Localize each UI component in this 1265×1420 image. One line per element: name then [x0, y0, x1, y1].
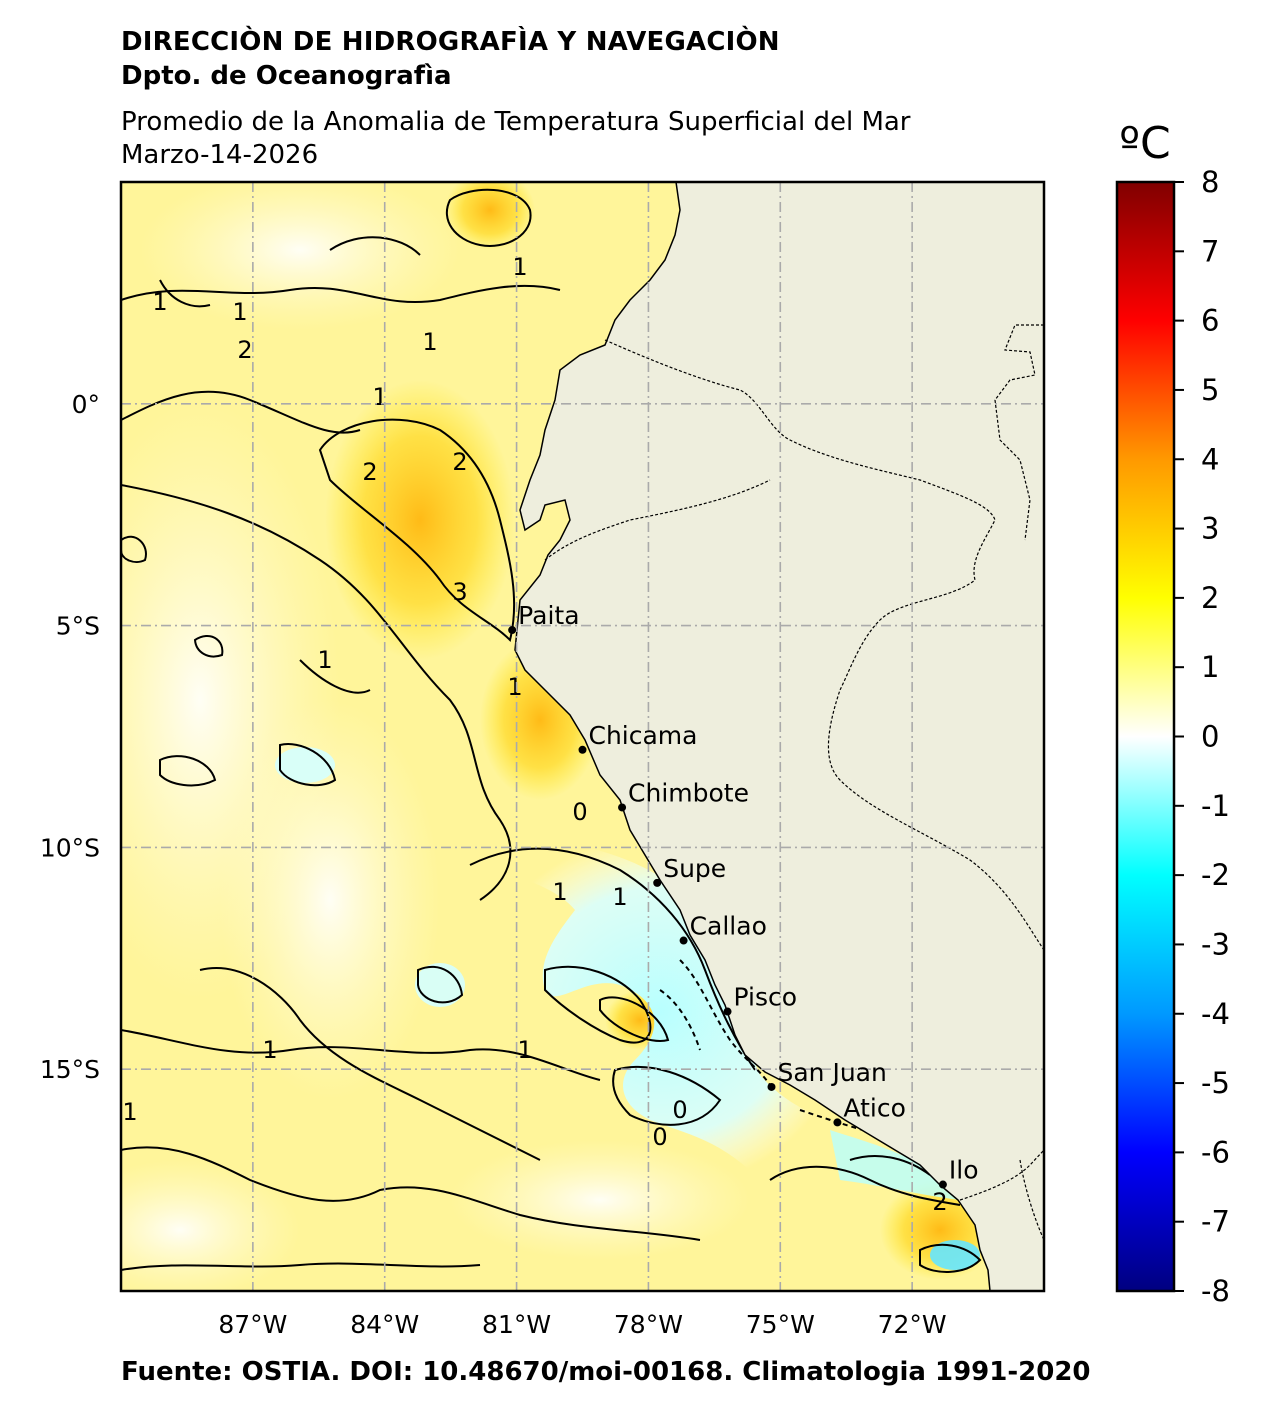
- colorbar-tick-label: -2: [1201, 858, 1230, 892]
- colorbar-unit: ºC: [1119, 118, 1170, 169]
- colorbar-tick-label: 0: [1201, 720, 1219, 754]
- contour-label: 1: [232, 298, 247, 326]
- city-label: Chimbote: [628, 778, 749, 807]
- colorbar-tick-label: -4: [1201, 997, 1230, 1031]
- city-marker: [679, 936, 688, 945]
- contour-label: 1: [507, 673, 522, 701]
- map-frame: [119, 180, 1046, 1293]
- lat-tick-label: 0°: [72, 390, 100, 419]
- data-source-footer: Fuente: OSTIA. DOI: 10.48670/moi-00168. …: [121, 1357, 1091, 1387]
- contour-label: 2: [362, 458, 377, 486]
- contour-label: 1: [512, 253, 527, 281]
- colorbar-tick-label: -3: [1201, 927, 1230, 961]
- contour-label: 1: [317, 646, 332, 674]
- city-marker: [508, 626, 517, 635]
- city-label: Supe: [663, 854, 726, 883]
- contour-label: 2: [932, 1188, 947, 1216]
- lon-tick-label: 72°W: [878, 1310, 947, 1339]
- colorbar-tick-label: 4: [1201, 442, 1219, 476]
- longitude-tick-labels: 87°W 84°W 81°W 78°W 75°W 72°W: [218, 1310, 946, 1339]
- lon-tick-label: 84°W: [350, 1310, 419, 1339]
- city-label: Pisco: [734, 983, 798, 1012]
- colorbar-tick-label: -1: [1201, 789, 1230, 823]
- city-marker: [723, 1007, 732, 1016]
- lat-tick-label: 15°S: [40, 1055, 100, 1084]
- city-label: Callao: [690, 912, 767, 941]
- contour-label: 0: [652, 1123, 667, 1151]
- city-marker: [767, 1082, 776, 1091]
- contour-label: 2: [237, 336, 252, 364]
- colorbar-tick-label: -7: [1201, 1205, 1230, 1239]
- colorbar-tick-label: 5: [1201, 373, 1219, 407]
- colorbar-ticks: 8 7 6 5 4 3 2 1 0 -1 -2 -3 -4 -5 -6 -7 -8: [1174, 165, 1230, 1308]
- contour-label: 2: [452, 448, 467, 476]
- lon-tick-label: 87°W: [218, 1310, 287, 1339]
- contour-label: 0: [672, 1096, 687, 1124]
- contour-label: 0: [572, 798, 587, 826]
- contour-label: 1: [517, 1036, 532, 1064]
- city-marker: [833, 1118, 842, 1127]
- colorbar-tick-label: 1: [1201, 650, 1219, 684]
- city-marker: [578, 745, 587, 754]
- colorbar-tick-label: 8: [1201, 165, 1219, 199]
- colorbar-tick-label: -6: [1201, 1135, 1230, 1169]
- city-label: San Juan: [777, 1058, 886, 1087]
- graticule: [121, 182, 1044, 1291]
- city-label: Paita: [518, 601, 579, 630]
- colorbar: 8 7 6 5 4 3 2 1 0 -1 -2 -3 -4 -5 -6 -7 -8 ºC: [1115, 118, 1230, 1308]
- coastal-cities: Paita Chicama Chimbote Supe Callao Pisco San J…: [508, 601, 979, 1189]
- cold-anomaly-central-coast: [470, 835, 850, 1190]
- contour-label: 1: [612, 883, 627, 911]
- city-marker: [618, 803, 627, 812]
- contour-label: 3: [452, 578, 467, 606]
- lon-tick-label: 81°W: [482, 1310, 551, 1339]
- contour-lines: [121, 188, 982, 1273]
- warm-anomaly-top: [445, 182, 535, 250]
- colorbar-tick-label: -5: [1201, 1066, 1230, 1100]
- colorbar-tick-label: 3: [1201, 512, 1219, 546]
- colorbar-tick-label: 7: [1201, 234, 1219, 268]
- colorbar-tick-label: 6: [1201, 304, 1219, 338]
- contour-label: 1: [552, 878, 567, 906]
- political-borders: [544, 324, 1044, 1241]
- contour-label: 1: [262, 1036, 277, 1064]
- city-label: Atico: [843, 1093, 905, 1122]
- contour-label: 1: [422, 328, 437, 356]
- warm-anomaly-north: [325, 380, 515, 660]
- lat-tick-label: 5°S: [56, 612, 100, 641]
- lon-tick-label: 78°W: [614, 1310, 683, 1339]
- city-label: Ilo: [949, 1156, 979, 1185]
- colorbar-tick-label: 2: [1201, 581, 1219, 615]
- header-department: Dpto. de Oceanografìa: [121, 61, 452, 91]
- city-label: Chicama: [589, 721, 698, 750]
- header-organization: DIRECCIÒN DE HIDROGRAFÌA Y NAVEGACIÒN: [121, 27, 780, 57]
- lat-tick-label: 10°S: [40, 833, 100, 862]
- lon-tick-label: 75°W: [746, 1310, 815, 1339]
- contour-label: 1: [122, 1098, 137, 1126]
- latitude-tick-labels: 0° 5°S 10°S 15°S: [40, 390, 100, 1084]
- contour-label: 1: [152, 288, 167, 316]
- map-title: Promedio de la Anomalia de Temperatura S…: [121, 107, 911, 137]
- colorbar-scale: [1115, 180, 1176, 1293]
- city-marker: [938, 1180, 947, 1189]
- cold-anomaly-south-coast: [830, 1130, 960, 1200]
- colorbar-tick-label: -8: [1201, 1274, 1230, 1308]
- map-date: Marzo-14-2026: [121, 140, 319, 170]
- city-marker: [653, 878, 662, 887]
